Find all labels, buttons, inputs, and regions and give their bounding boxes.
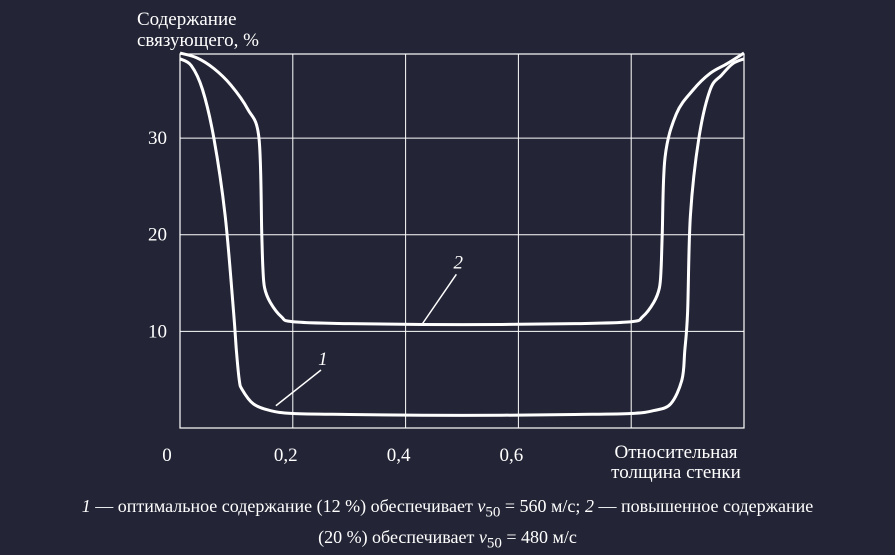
y-tick-label-1: 20 bbox=[148, 225, 167, 246]
caption-series-1-text: — оптимальное содержание (12 %) обеспечи… bbox=[90, 496, 478, 516]
y-tick-label-0: 10 bbox=[148, 321, 167, 342]
caption-velocity-subscript: 50 bbox=[485, 504, 501, 521]
caption-series-2-text-b: (20 %) обеспечивает bbox=[318, 526, 479, 547]
x-tick-label-0: 0 bbox=[162, 445, 172, 466]
caption-series-2-text-a: — повышенное содержание bbox=[593, 496, 814, 516]
series-1-line bbox=[179, 57, 745, 417]
x-tick-label-3: 0,6 bbox=[500, 445, 524, 466]
series-2-leader bbox=[421, 273, 457, 325]
y-axis-label-line-1: связующего, % bbox=[137, 30, 259, 51]
plot-frame bbox=[179, 53, 745, 429]
caption-velocity-subscript-2: 50 bbox=[486, 535, 502, 552]
x-axis-label-line-0: Относительная bbox=[615, 442, 738, 463]
series-1-leader bbox=[275, 369, 322, 407]
caption-line-1: 1 — оптимальное содержание (12 %) обеспе… bbox=[0, 494, 895, 525]
series-2-line bbox=[179, 51, 745, 327]
x-tick-label-2: 0,4 bbox=[387, 445, 411, 466]
series-1-label: 1 bbox=[318, 349, 328, 370]
caption-velocity-symbol: v bbox=[477, 496, 486, 516]
x-axis-label-line-1: толщина стенки bbox=[611, 462, 741, 483]
caption-series-1-value: = 560 м/с; bbox=[500, 496, 585, 516]
series-2-label: 2 bbox=[454, 253, 464, 274]
caption-velocity-symbol-2: v bbox=[478, 526, 487, 547]
y-axis-label-line-0: Содержание bbox=[137, 9, 237, 30]
caption-series-2-number: 2 bbox=[584, 496, 594, 516]
caption-series-2-value: = 480 м/с bbox=[501, 526, 577, 547]
caption-series-1-number: 1 bbox=[81, 496, 91, 516]
y-tick-label-2: 30 bbox=[148, 128, 167, 149]
caption-line-2: (20 %) обеспечивает v50 = 480 м/с bbox=[0, 525, 895, 555]
figure-caption: 1 — оптимальное содержание (12 %) обеспе… bbox=[0, 494, 895, 555]
x-tick-label-1: 0,2 bbox=[274, 445, 298, 466]
